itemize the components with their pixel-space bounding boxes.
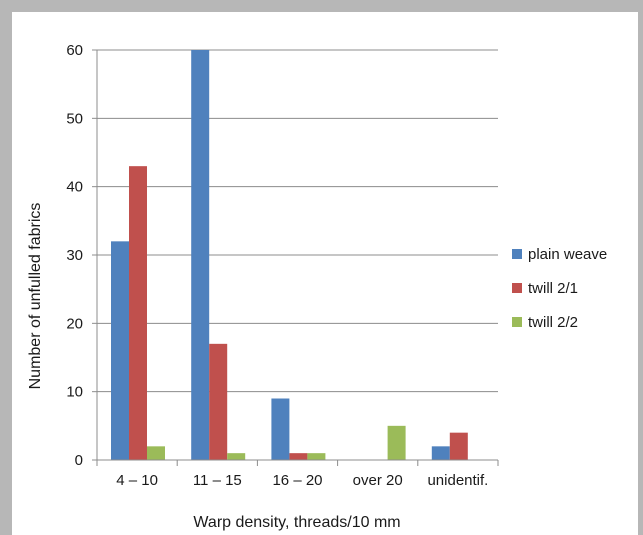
bar-plain-weave-0 xyxy=(111,241,129,460)
y-tick-label: 0 xyxy=(75,452,83,469)
x-tick-label: 11 – 15 xyxy=(193,472,242,489)
bar-plain-weave-4 xyxy=(432,446,450,460)
bar-plain-weave-1 xyxy=(191,50,209,460)
x-tick-labels: 4 – 10 11 – 15 16 – 20 over 20 unidentif. xyxy=(116,472,488,489)
bar-twill-2-2-0 xyxy=(147,446,165,460)
y-tick-label: 10 xyxy=(66,384,83,401)
y-axis-title: Number of unfulled fabrics xyxy=(27,203,44,390)
bar-twill-2-2-2 xyxy=(307,453,325,460)
bar-twill-2-1-1 xyxy=(209,344,227,460)
legend-label: twill 2/1 xyxy=(528,280,578,297)
legend-label: plain weave xyxy=(528,246,607,263)
bar-twill-2-1-0 xyxy=(129,166,147,460)
y-tick-label: 30 xyxy=(66,247,83,264)
bar-twill-2-1-4 xyxy=(450,433,468,460)
axes xyxy=(92,50,498,466)
y-tick-label: 40 xyxy=(66,179,83,196)
legend-swatch xyxy=(512,249,522,259)
y-tick-label: 60 xyxy=(66,42,83,59)
x-tick-label: 4 – 10 xyxy=(116,472,158,489)
y-tick-label: 20 xyxy=(66,315,83,332)
x-tick-label: 16 – 20 xyxy=(272,472,322,489)
legend: plain weave twill 2/1 twill 2/2 xyxy=(512,246,607,331)
y-tick-label: 50 xyxy=(66,110,83,127)
x-axis-title: Warp density, threads/10 mm xyxy=(193,514,400,531)
legend-swatch xyxy=(512,283,522,293)
bar-twill-2-2-3 xyxy=(388,426,406,460)
legend-swatch xyxy=(512,317,522,327)
bar-twill-2-1-2 xyxy=(289,453,307,460)
x-tick-label: over 20 xyxy=(353,472,403,489)
x-tick-label: unidentif. xyxy=(427,472,488,489)
bar-plain-weave-2 xyxy=(271,399,289,461)
bar-twill-2-2-1 xyxy=(227,453,245,460)
y-tick-labels: 0 10 20 30 40 50 60 xyxy=(66,42,83,469)
legend-label: twill 2/2 xyxy=(528,314,578,331)
gridlines xyxy=(97,50,498,392)
